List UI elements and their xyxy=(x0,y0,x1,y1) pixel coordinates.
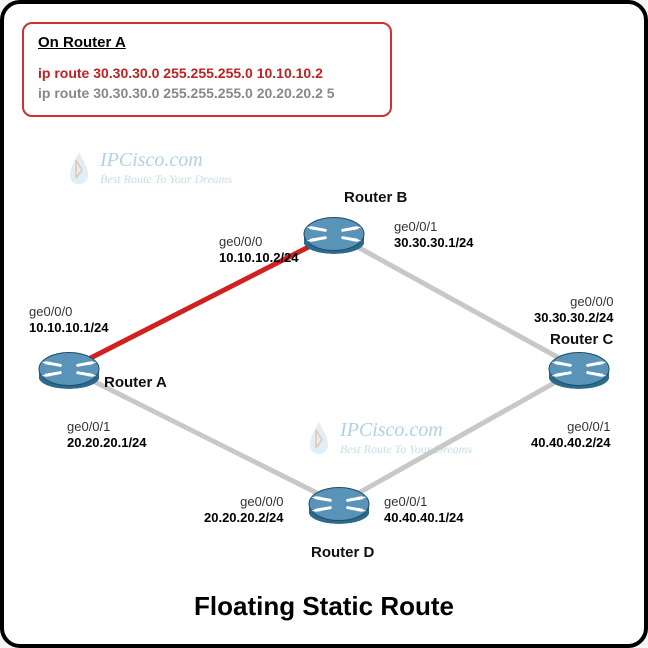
router-d-label: Router D xyxy=(311,544,374,561)
diagram-frame: On Router A ip route 30.30.30.0 255.255.… xyxy=(0,0,648,648)
iface-d-left: ge0/0/0 20.20.20.2/24 xyxy=(204,494,284,527)
router-c-label: Router C xyxy=(550,331,613,348)
iface-a-top: ge0/0/0 10.10.10.1/24 xyxy=(29,304,109,337)
iface-a-bottom: ge0/0/1 20.20.20.1/24 xyxy=(67,419,147,452)
iface-d-right: ge0/0/1 40.40.40.1/24 xyxy=(384,494,464,527)
router-b-label: Router B xyxy=(344,189,407,206)
iface-c-bottom: ge0/0/1 40.40.40.2/24 xyxy=(531,419,611,452)
iface-b-left: ge0/0/0 10.10.10.2/24 xyxy=(219,234,299,267)
iface-c-top: ge0/0/0 30.30.30.2/24 xyxy=(534,294,614,327)
router-a-label: Router A xyxy=(104,374,167,391)
diagram-title: Floating Static Route xyxy=(4,591,644,622)
iface-b-right: ge0/0/1 30.30.30.1/24 xyxy=(394,219,474,252)
